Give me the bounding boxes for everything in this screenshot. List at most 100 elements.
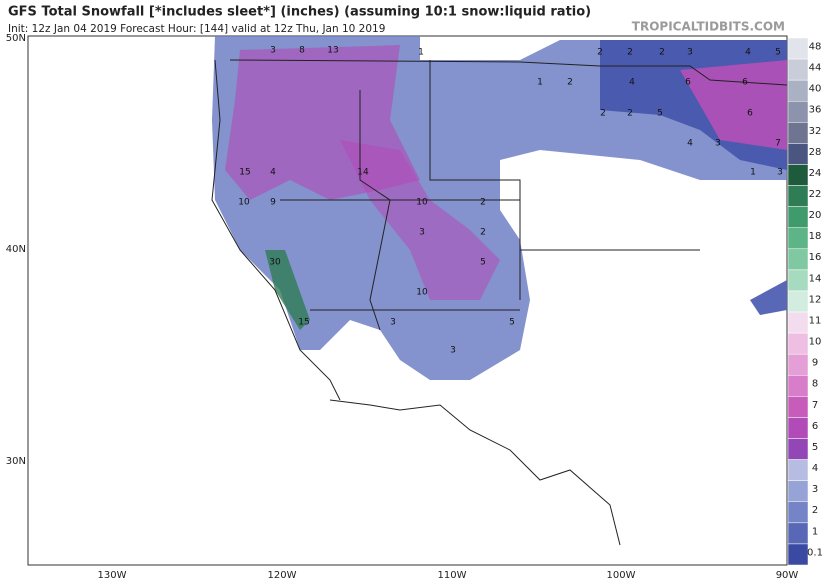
lat-label: 40N [6, 244, 26, 255]
colorbar-cell [787, 459, 809, 481]
colorbar-cell [787, 227, 809, 250]
colorbar-label: 8 [812, 379, 818, 390]
colorbar-label: 40 [809, 84, 822, 95]
lat-label: 30N [6, 456, 26, 467]
colorbar-cell [787, 332, 809, 355]
colorbar-label: 3 [812, 484, 818, 495]
colorbar-cell [787, 58, 809, 81]
colorbar-label: 12 [809, 294, 822, 305]
colorbar-label: 10 [809, 337, 822, 348]
colorbar-cell [787, 122, 809, 144]
snow-label: 2 [597, 48, 603, 58]
colorbar-label: 11 [809, 315, 822, 326]
snow-label: 3 [715, 139, 721, 149]
colorbar-cell [787, 543, 809, 566]
colorbar-cell [787, 501, 809, 524]
colorbar-label: 20 [809, 210, 822, 221]
colorbar-label: 44 [809, 63, 822, 74]
colorbar-label: 28 [809, 147, 822, 158]
colorbar-label: 6 [812, 421, 818, 432]
colorbar-label: 18 [809, 231, 822, 242]
snow-label: 6 [685, 78, 691, 88]
snow-label: 3 [777, 168, 783, 178]
brand: TROPICALTIDBITS.COM [632, 20, 785, 34]
lon-label: 110W [438, 570, 467, 581]
snow-label: 3 [687, 48, 693, 58]
colorbar-label: 32 [809, 126, 822, 137]
snow-label: 7 [775, 139, 781, 149]
snow-label: 9 [270, 198, 276, 208]
snow-label: 2 [600, 109, 606, 119]
snow-label: 8 [299, 46, 305, 56]
colorbar-label: 4 [812, 463, 818, 474]
lon-label: 120W [268, 570, 297, 581]
colorbar-cell [787, 206, 809, 228]
title: GFS Total Snowfall [*includes sleet*] (i… [8, 5, 591, 20]
snow-label: 4 [270, 168, 276, 178]
colorbar-cell [787, 353, 809, 376]
snow-label: 2 [480, 228, 486, 238]
colorbar-label: 48 [809, 41, 822, 52]
snow-label: 5 [775, 48, 781, 58]
colorbar-label: 36 [809, 105, 822, 116]
colorbar-cell [787, 79, 809, 102]
colorbar-label: 16 [809, 252, 822, 263]
colorbar-cell [787, 164, 809, 186]
snow-label: 2 [627, 48, 633, 58]
colorbar-cell [787, 100, 809, 123]
snow-label: 2 [480, 198, 486, 208]
lon-label: 130W [98, 570, 127, 581]
snow-label: 3 [390, 318, 396, 328]
snow-label: 10 [416, 288, 428, 298]
snow-label: 3 [419, 228, 425, 238]
subtitle: Init: 12z Jan 04 2019 Forecast Hour: [14… [8, 23, 385, 35]
colorbar-cell [787, 522, 809, 545]
snow-label: 6 [742, 78, 748, 88]
lon-label: 90W [776, 570, 799, 581]
snow-area [750, 280, 787, 315]
colorbar-label: 22 [809, 189, 822, 200]
snow-label: 2 [659, 48, 665, 58]
snow-label: 10 [238, 198, 250, 208]
colorbar-cell [787, 290, 809, 313]
colorbar-label: 0.1 [807, 547, 823, 558]
snow-label: 5 [657, 109, 663, 119]
snow-label: 3 [270, 46, 276, 56]
colorbar-cell [787, 396, 809, 418]
snow-heavy [265, 250, 310, 330]
colorbar-cell [787, 185, 809, 207]
snow-label: 2 [627, 109, 633, 119]
snow-label: 1 [750, 168, 756, 178]
snow-label: 15 [298, 318, 309, 328]
snow-label: 4 [687, 139, 693, 149]
snow-label: 5 [480, 258, 486, 268]
colorbar-cell [787, 438, 809, 460]
colorbar-cell [787, 311, 809, 334]
colorbar-label: 5 [812, 442, 818, 453]
colorbar-label: 24 [809, 168, 822, 179]
snow-label: 15 [239, 168, 250, 178]
colorbar-cell [787, 269, 809, 292]
colorbar-cell [787, 248, 809, 271]
colorbar-label: 7 [812, 400, 818, 411]
snow-label: 1 [418, 48, 424, 58]
snow-label: 13 [327, 46, 338, 56]
snow-label: 6 [747, 109, 753, 119]
colorbar-cell [787, 143, 809, 165]
borders [211, 59, 788, 546]
snow-label: 2 [567, 78, 573, 88]
lat-label: 50N [6, 33, 26, 44]
snow-label: 14 [357, 168, 369, 178]
snow-label: 1 [537, 78, 543, 88]
lon-label: 100W [607, 570, 636, 581]
snow-label: 5 [509, 318, 515, 328]
snow-label: 4 [629, 78, 635, 88]
colorbar-cell [787, 417, 809, 439]
map [27, 35, 788, 566]
colorbar-label: 9 [812, 358, 818, 369]
snow-label: 4 [745, 48, 751, 58]
colorbar-cell [787, 480, 809, 503]
colorbar-label: 2 [812, 505, 818, 516]
snow-label: 10 [416, 198, 428, 208]
